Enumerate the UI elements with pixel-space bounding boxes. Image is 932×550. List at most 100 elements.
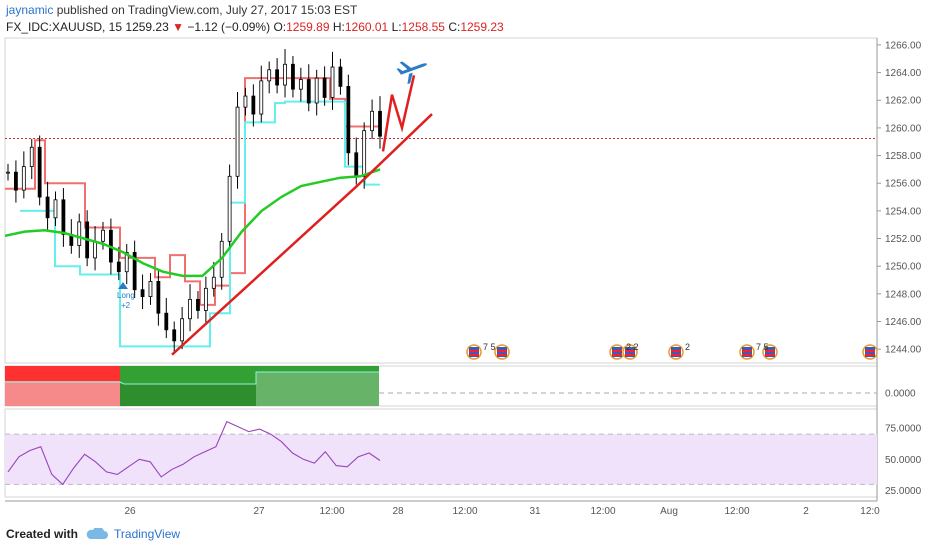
candle-body: [378, 110, 382, 137]
candle-body: [77, 221, 82, 246]
x-tick-label: 12:00: [452, 506, 477, 517]
x-tick-label: 12:00: [590, 506, 615, 517]
open-value: 1259.89: [286, 20, 330, 34]
candle-body: [156, 281, 161, 314]
created-with-text: Created with: [6, 527, 79, 541]
candle-body: [354, 152, 359, 177]
candle-body: [243, 95, 248, 108]
candle-body: [235, 106, 240, 177]
candle-body: [148, 281, 153, 298]
candle-body: [275, 69, 280, 86]
flag-stripe: [612, 350, 622, 352]
flag-stripe: [497, 354, 507, 356]
flag-stripe: [497, 350, 507, 352]
flag-stripe: [765, 350, 775, 352]
publish-info: jaynamic published on TradingView.com, J…: [6, 2, 357, 18]
airplane-shape: [396, 61, 427, 85]
close-label: C:: [448, 20, 461, 34]
candle-body: [298, 79, 303, 90]
y-tick-label: 1256.00: [885, 179, 922, 190]
indicator-y-label: 0.0000: [885, 389, 916, 400]
x-tick-label: 12:00: [319, 506, 344, 517]
author-link[interactable]: jaynamic: [6, 3, 54, 17]
flag-stripe: [671, 350, 681, 352]
long-arrow-icon: [118, 282, 128, 289]
rsi-y-label: 50.0000: [885, 455, 922, 466]
down-arrow-icon: ▼: [172, 20, 185, 34]
candle-body: [45, 196, 50, 219]
annotation-plus: +2: [121, 301, 131, 310]
stop-line-cyan: [20, 100, 380, 348]
candle-body: [338, 66, 343, 87]
candle-body: [251, 95, 256, 115]
x-tick-label: 31: [529, 506, 541, 517]
rsi-band: [5, 434, 877, 485]
flag-stripe: [742, 354, 752, 356]
y-tick-label: 1252.00: [885, 234, 922, 245]
price-change: −1.12 (−0.09%): [187, 20, 271, 34]
candle-body: [37, 146, 42, 198]
y-tick-label: 1258.00: [885, 151, 922, 162]
y-tick-label: 1264.00: [885, 68, 922, 79]
y-tick-label: 1262.00: [885, 96, 922, 107]
high-value: 1260.01: [344, 20, 389, 34]
open-label: O:: [273, 20, 287, 34]
x-tick-label: 12:0: [860, 506, 880, 517]
indicator-red-fill: [5, 381, 120, 406]
y-tick-label: 1250.00: [885, 262, 922, 273]
high-label: H:: [332, 20, 345, 34]
event-flag-icon: [622, 344, 638, 360]
event-flag-icon: [862, 344, 878, 360]
indicator-green-step: [256, 372, 379, 406]
flag-stripe: [625, 350, 635, 352]
candle-body: [180, 318, 185, 342]
candle-body: [291, 63, 295, 90]
x-tick-label: 2: [803, 506, 809, 517]
candle-body: [29, 146, 34, 168]
x-tick-label: 28: [392, 506, 404, 517]
event-flag-icon: [466, 344, 482, 360]
x-tick-label: 27: [253, 506, 265, 517]
flag-stripe: [612, 354, 622, 356]
candle-body: [227, 175, 232, 242]
y-tick-label: 1266.00: [885, 40, 922, 51]
candle-body: [132, 251, 137, 291]
indicator-green-fill: [120, 384, 256, 406]
candle-body: [61, 199, 66, 235]
airplane-icon: [396, 61, 427, 85]
last-price: 1259.23: [125, 20, 169, 34]
candle-body: [53, 199, 58, 219]
event-badge-label: 2 2: [626, 342, 639, 352]
flag-stripe: [625, 354, 635, 356]
tradingview-link[interactable]: TradingView: [114, 527, 181, 541]
annotation-long: Long: [117, 291, 135, 300]
indicator-signal-line: [5, 371, 379, 385]
candle-body: [140, 289, 145, 298]
flag-stripe: [742, 350, 752, 352]
footer: Created with TradingView: [6, 526, 180, 542]
flag-stripe: [671, 354, 681, 356]
candle-body: [188, 298, 192, 320]
moving-average-line: [4, 168, 381, 278]
x-tick-label: 12:00: [724, 506, 749, 517]
y-tick-label: 1248.00: [885, 289, 922, 300]
candle-body: [259, 80, 264, 115]
x-tick-label: Aug: [660, 506, 678, 517]
rsi-y-label: 25.0000: [885, 486, 922, 497]
candle-body: [370, 110, 374, 132]
candle-body: [14, 171, 18, 191]
flag-stripe: [865, 350, 875, 352]
candle-body: [283, 63, 287, 86]
event-flag-icon: [609, 344, 625, 360]
close-value: 1259.23: [460, 20, 504, 34]
event-flag-icon: [668, 344, 684, 360]
flag-stripe: [865, 354, 875, 356]
candle-body: [314, 77, 319, 104]
trendline: [171, 113, 433, 356]
candle-body: [101, 229, 105, 242]
candle-body: [116, 261, 121, 273]
event-badge-label: 7 5: [483, 342, 496, 352]
flag-stripe: [469, 354, 479, 356]
event-badge-label: 2: [685, 342, 690, 352]
